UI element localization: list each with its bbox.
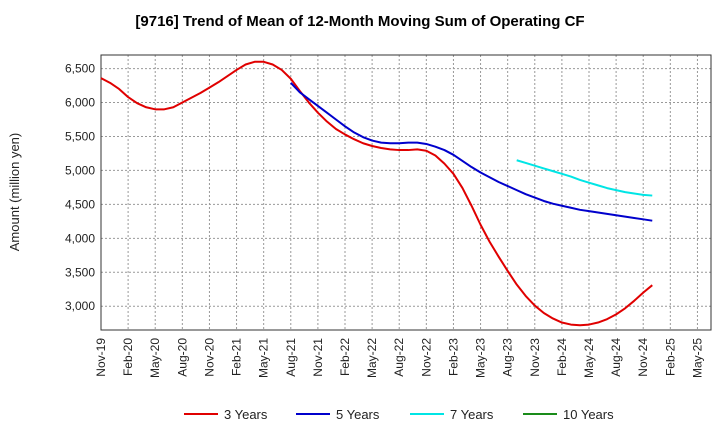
x-tick-label: May-20	[148, 338, 162, 378]
x-tick-label: Aug-23	[501, 338, 515, 377]
y-tick-label: 5,500	[65, 129, 95, 143]
x-tick-label: May-24	[582, 338, 596, 378]
x-tick-label: Feb-24	[555, 338, 569, 376]
x-tick-label: Nov-23	[528, 338, 542, 377]
y-tick-label: 6,500	[65, 62, 95, 76]
y-tick-label: 4,500	[65, 197, 95, 211]
series-line-5-years	[290, 82, 653, 222]
legend-label: 5 Years	[336, 407, 380, 422]
x-tick-label: Nov-22	[419, 338, 433, 377]
x-tick-label: Feb-21	[230, 338, 244, 376]
x-tick-label: Nov-19	[94, 338, 108, 377]
series-line-3-years	[100, 60, 653, 327]
x-tick-label: Nov-21	[311, 338, 325, 377]
x-tick-label: Aug-20	[175, 338, 189, 377]
plot-frame	[100, 54, 712, 331]
x-tick-label: Aug-22	[392, 338, 406, 377]
x-tick-label: May-21	[257, 338, 271, 378]
y-tick-label: 3,000	[65, 299, 95, 313]
x-axis: Nov-19 Feb-20 May-20 Aug-20 Nov-20 Feb-21 May-…	[94, 338, 704, 378]
plot-background	[101, 55, 711, 330]
x-tick-label: Nov-20	[202, 338, 216, 377]
y-tick-label: 6,000	[65, 96, 95, 110]
x-tick-label: May-22	[365, 338, 379, 378]
grid	[101, 55, 711, 330]
y-tick-label: 3,500	[65, 265, 95, 279]
series-line-7-years	[516, 159, 653, 197]
y-tick-label: 5,000	[65, 163, 95, 177]
y-axis: 3,000 3,500 4,000 4,500 5,000 5,500 6,000 6,500	[65, 62, 95, 314]
x-tick-label: May-23	[474, 338, 488, 378]
y-axis-label: Amount (million yen)	[7, 133, 22, 252]
x-tick-label: Feb-23	[446, 338, 460, 376]
legend-label: 3 Years	[224, 407, 268, 422]
x-tick-label: Feb-25	[663, 338, 677, 376]
series-group	[100, 60, 653, 327]
legend-label: 10 Years	[563, 407, 614, 422]
x-tick-label: Feb-20	[121, 338, 135, 376]
legend-label: 7 Years	[450, 407, 494, 422]
x-tick-label: May-25	[690, 338, 704, 378]
chart-title: [9716] Trend of Mean of 12-Month Moving …	[135, 13, 584, 30]
x-tick-label: Aug-21	[284, 338, 298, 377]
y-tick-label: 4,000	[65, 231, 95, 245]
x-tick-label: Feb-22	[338, 338, 352, 376]
legend: 3 Years 5 Years 7 Years 10 Years	[184, 407, 614, 422]
x-tick-label: Aug-24	[609, 338, 623, 377]
x-tick-label: Nov-24	[636, 338, 650, 377]
